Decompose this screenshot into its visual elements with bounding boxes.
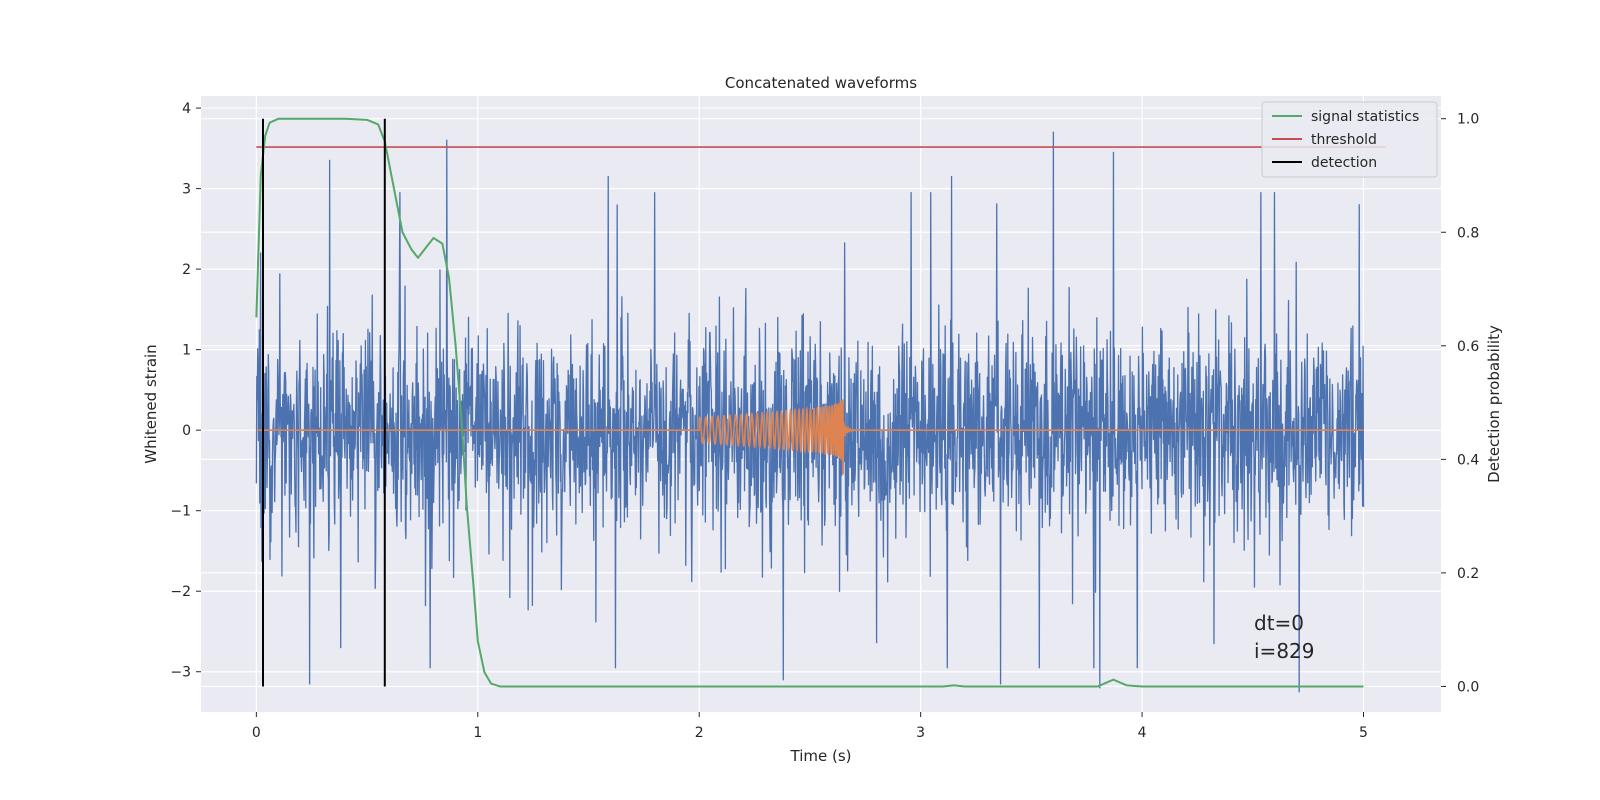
y-tick-label: −1: [170, 504, 191, 520]
x-axis-label: Time (s): [790, 747, 852, 765]
y-right-tick-label: 0.8: [1457, 225, 1479, 241]
x-tick-label: 1: [473, 725, 482, 741]
y-tick-label: −2: [170, 584, 191, 600]
y-tick-label: 3: [182, 182, 191, 198]
y-tick-label: 0: [182, 423, 191, 439]
plot-content: [255, 117, 1386, 693]
y-right-tick-label: 1.0: [1457, 112, 1479, 128]
x-tick-label: 3: [916, 725, 925, 741]
y-axis-label-right: Detection probability: [1485, 325, 1503, 483]
chart-title: Concatenated waveforms: [725, 74, 917, 92]
axes: 0 1 2 3 4 5 −3 −2 −1 0 1 2 3 4 0.0 0.2 0.4 0.6 0.8 1.0: [170, 101, 1479, 741]
x-tick-label: 4: [1138, 725, 1147, 741]
x-tick-label: 5: [1359, 725, 1368, 741]
x-tick-label: 0: [252, 725, 261, 741]
y-right-tick-label: 0.6: [1457, 339, 1479, 355]
y-axis-label-left: Whitened strain: [142, 344, 160, 463]
annotation-dt: dt=0: [1254, 611, 1304, 635]
legend-label-signal-statistics: signal statistics: [1311, 109, 1419, 125]
legend-box: [1261, 101, 1438, 178]
y-right-tick-label: 0.0: [1457, 679, 1479, 695]
legend-label-threshold: threshold: [1311, 132, 1377, 148]
legend-label-detection: detection: [1311, 155, 1377, 171]
y-tick-label: 4: [182, 101, 191, 117]
strain-series-line: [255, 131, 1365, 693]
x-tick-label: 2: [695, 725, 704, 741]
legend: signal statistics threshold detection: [1261, 101, 1438, 178]
y-right-tick-label: 0.4: [1457, 452, 1479, 468]
y-tick-label: 1: [182, 343, 191, 359]
signal-statistics-line: [255, 117, 1364, 688]
template-series-line: [256, 399, 1364, 475]
y-tick-label: 2: [182, 262, 191, 278]
y-right-tick-label: 0.2: [1457, 566, 1479, 582]
y-tick-label: −3: [170, 665, 191, 681]
annotation-index: i=829: [1254, 639, 1315, 663]
